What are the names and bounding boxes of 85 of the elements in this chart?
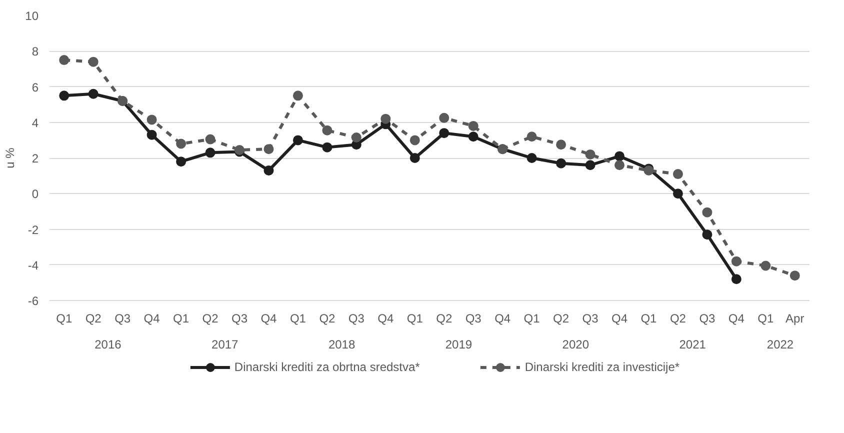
text: 2020 xyxy=(562,338,590,352)
x-tick-label: Q1 xyxy=(290,312,306,326)
x-tick-label: Q4 xyxy=(728,312,745,326)
x-tick-label: Q2 xyxy=(436,312,452,326)
point xyxy=(585,149,596,160)
x-tick-label: Q3 xyxy=(231,312,248,326)
y-tick-label: 4 xyxy=(32,116,39,130)
point xyxy=(439,112,450,123)
point xyxy=(702,230,712,240)
x-tick-label: Q2 xyxy=(670,312,686,326)
point xyxy=(59,90,70,101)
y-tick-label: -6 xyxy=(28,294,39,308)
point xyxy=(760,260,771,271)
point xyxy=(702,207,712,218)
point xyxy=(380,114,391,124)
x-tick-label: Q4 xyxy=(378,312,394,326)
point xyxy=(205,148,216,158)
point xyxy=(264,165,274,176)
point xyxy=(731,274,742,284)
y-tick-label: 0 xyxy=(32,187,39,202)
point xyxy=(146,130,157,140)
point xyxy=(292,90,303,101)
point xyxy=(176,138,186,149)
y-axis-title: u % xyxy=(3,147,18,168)
x-tick-label: Q2 xyxy=(85,312,102,326)
x-tick-label: Q2 xyxy=(319,312,336,326)
x-tick-label: Q1 xyxy=(758,312,774,326)
y-tick-label: 2 xyxy=(32,152,39,166)
x-tick-label: Q2 xyxy=(202,312,219,326)
point xyxy=(731,256,742,266)
y-tick-label: 8 xyxy=(32,44,39,59)
point xyxy=(205,134,216,144)
x-tick-label: Q1 xyxy=(406,312,424,326)
point xyxy=(322,142,332,152)
point xyxy=(614,151,624,162)
point xyxy=(176,156,186,167)
point xyxy=(790,270,800,281)
text: 2022 xyxy=(766,338,794,352)
point xyxy=(556,140,566,150)
x-tick-label: Q1 xyxy=(173,312,190,326)
point xyxy=(88,88,98,99)
point xyxy=(351,132,362,143)
legend-label: Dinarski krediti za investicije* xyxy=(524,360,680,374)
y-tick-label: -2 xyxy=(28,222,39,237)
x-tick-label: Q4 xyxy=(494,312,511,326)
point xyxy=(292,135,303,146)
point xyxy=(146,114,157,125)
x-tick-label: Q1 xyxy=(640,312,658,326)
x-tick-label: Q3 xyxy=(465,312,482,326)
point xyxy=(410,153,420,163)
text: 2021 xyxy=(679,338,706,352)
point xyxy=(264,144,274,154)
point xyxy=(526,132,537,142)
point xyxy=(410,135,420,146)
y-tick-label: 6 xyxy=(32,80,39,94)
point xyxy=(468,132,478,142)
x-tick-label: Q4 xyxy=(260,312,278,326)
point xyxy=(672,169,683,180)
x-tick-label: Q3 xyxy=(348,312,365,326)
x-tick-label: Q3 xyxy=(582,312,599,326)
text: 2018 xyxy=(328,338,356,352)
point xyxy=(672,188,683,199)
point xyxy=(585,160,596,170)
legend-label: Dinarski krediti za obrtna sredstva* xyxy=(234,360,420,374)
text: 2017 xyxy=(212,338,239,352)
point xyxy=(88,56,98,67)
point xyxy=(468,120,478,131)
text: 2019 xyxy=(445,338,472,352)
point xyxy=(322,125,332,136)
x-tick-label: Q4 xyxy=(144,312,160,326)
y-tick-label: 10 xyxy=(25,9,39,23)
text: 2016 xyxy=(94,338,122,352)
x-tick-label: Q3 xyxy=(114,312,131,326)
x-tick-label: Q4 xyxy=(611,312,628,326)
x-tick-label: Q1 xyxy=(56,312,72,326)
x-tick-label: Q3 xyxy=(699,312,716,326)
point xyxy=(59,55,70,66)
point xyxy=(614,160,624,170)
x-tick-label: Q2 xyxy=(553,312,570,326)
x-tick-label: Apr xyxy=(786,312,804,326)
point xyxy=(439,128,450,138)
point xyxy=(556,158,566,168)
x-tick-label: Q1 xyxy=(524,312,540,326)
y-tick-label: -4 xyxy=(28,258,39,272)
point xyxy=(526,153,537,163)
